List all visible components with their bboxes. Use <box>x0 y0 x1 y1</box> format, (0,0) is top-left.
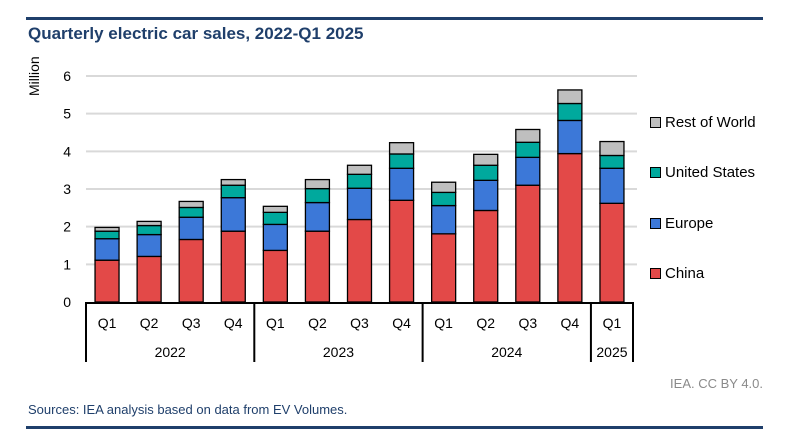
x-tick-label: Q4 <box>224 315 243 331</box>
y-tick-label: 3 <box>63 181 71 197</box>
x-tick-label: Q2 <box>476 315 495 331</box>
y-tick-label: 4 <box>63 143 71 159</box>
x-tick-label: Q4 <box>561 315 580 331</box>
bar-segment-united-states <box>262 211 288 226</box>
bottom-rule <box>26 426 763 429</box>
bar-segment-united-states <box>431 191 457 207</box>
bar-segment-china <box>94 259 120 303</box>
bar-segment-europe <box>178 216 204 241</box>
bar-segment-china <box>304 230 331 303</box>
bar-segment-europe <box>431 204 457 235</box>
bar-segment-rest-of-world <box>515 128 541 143</box>
bar-segment-china <box>515 184 541 303</box>
legend-swatch <box>650 167 661 178</box>
source-text: Sources: IEA analysis based on data from… <box>28 402 348 417</box>
bar-segment-rest-of-world <box>220 178 246 186</box>
bar-segment-china <box>388 199 415 303</box>
x-group-label: 2023 <box>323 344 354 360</box>
y-tick-label: 0 <box>63 294 71 310</box>
bar-segment-united-states <box>515 141 541 159</box>
bar-segment-europe <box>220 197 246 232</box>
bar-segment-rest-of-world <box>304 178 331 190</box>
legend-label: United States <box>665 164 756 181</box>
bar-segment-united-states <box>388 153 415 169</box>
x-tick-label: Q2 <box>308 315 327 331</box>
y-tick-label: 5 <box>63 106 71 122</box>
bar-segment-united-states <box>94 230 120 240</box>
bar-segment-rest-of-world <box>599 140 625 157</box>
bar-segment-china <box>346 218 373 303</box>
bar-segment-united-states <box>304 187 331 204</box>
legend-label: Rest of World <box>665 114 756 131</box>
bar-segment-united-states <box>220 184 246 199</box>
bar-segment-rest-of-world <box>473 153 499 166</box>
bar-segment-united-states <box>557 102 583 122</box>
legend-item-united-states: United States <box>650 164 755 181</box>
bar-segment-china <box>557 152 583 303</box>
credit-text: IEA. CC BY 4.0. <box>670 376 763 391</box>
bar-segment-china <box>473 209 499 303</box>
bar-segment-china <box>431 233 457 303</box>
x-group-label: 2024 <box>491 344 522 360</box>
legend-item-europe: Europe <box>650 215 713 232</box>
bar-segment-europe <box>94 238 120 261</box>
x-tick-label: Q1 <box>603 315 622 331</box>
bar-segment-united-states <box>599 154 625 169</box>
bar-segment-europe <box>262 223 288 252</box>
x-tick-label: Q1 <box>266 315 285 331</box>
bar-segment-china <box>178 238 204 303</box>
top-rule <box>26 17 763 20</box>
bar-segment-europe <box>388 167 415 201</box>
bar-segment-united-states <box>178 206 204 218</box>
bar-segment-rest-of-world <box>346 164 373 175</box>
bar-segment-rest-of-world <box>94 226 120 232</box>
bar-segment-rest-of-world <box>178 200 204 209</box>
bar-segment-united-states <box>346 173 373 189</box>
bar-segment-europe <box>557 119 583 155</box>
bar-segment-europe <box>304 201 331 232</box>
bar-segment-europe <box>346 187 373 221</box>
bar-segment-united-states <box>136 224 162 236</box>
bar-segment-europe <box>515 156 541 186</box>
y-tick-label: 1 <box>63 256 71 272</box>
bar-segment-china <box>220 230 246 303</box>
bar-segment-rest-of-world <box>431 181 457 194</box>
bar-segment-china <box>136 255 162 303</box>
bar-segment-china <box>599 202 625 303</box>
x-tick-label: Q3 <box>182 315 201 331</box>
x-tick-label: Q1 <box>434 315 453 331</box>
bar-segment-rest-of-world <box>262 205 288 214</box>
x-group-label: 2022 <box>155 344 186 360</box>
legend-swatch <box>650 268 661 279</box>
bar-segment-rest-of-world <box>388 142 415 155</box>
chart-title: Quarterly electric car sales, 2022-Q1 20… <box>28 24 364 43</box>
x-tick-label: Q1 <box>98 315 117 331</box>
x-tick-label: Q3 <box>350 315 369 331</box>
x-group-label: 2025 <box>596 344 627 360</box>
legend-item-china: China <box>650 265 704 282</box>
legend-label: Europe <box>665 215 714 232</box>
y-tick-label: 2 <box>63 219 71 235</box>
bar-segment-rest-of-world <box>557 89 583 105</box>
legend-label: China <box>665 265 705 282</box>
legend-item-rest-of-world: Rest of World <box>650 114 756 131</box>
bar-segment-rest-of-world <box>136 220 162 227</box>
bar-segment-europe <box>473 179 499 212</box>
x-tick-label: Q4 <box>392 315 411 331</box>
bar-segment-europe <box>136 233 162 258</box>
bar-segment-europe <box>599 167 625 204</box>
legend-swatch <box>650 117 661 128</box>
x-tick-label: Q2 <box>140 315 159 331</box>
bar-segment-china <box>262 249 288 303</box>
y-tick-label: 6 <box>63 68 71 84</box>
legend-swatch <box>650 218 661 229</box>
x-tick-label: Q3 <box>518 315 537 331</box>
bar-segment-united-states <box>473 164 499 181</box>
